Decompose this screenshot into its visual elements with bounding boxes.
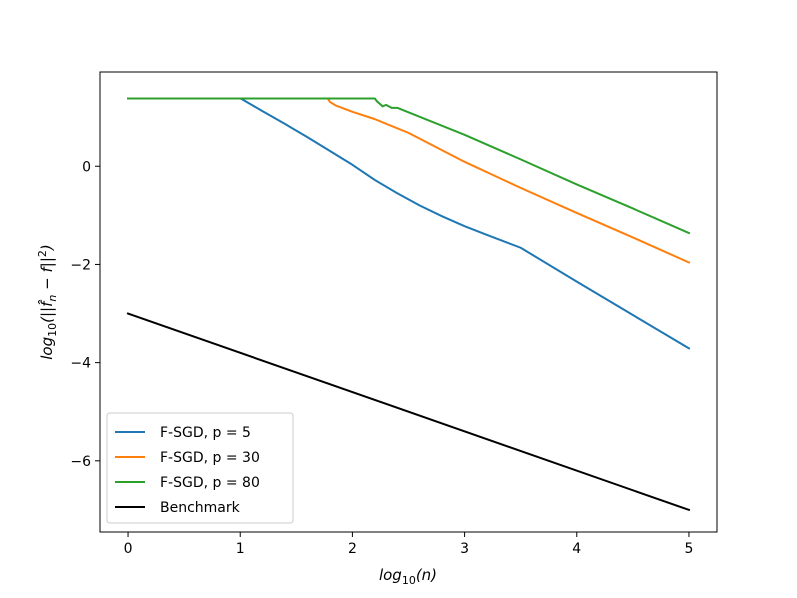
x-tick-label: 3 bbox=[460, 541, 469, 557]
y-tick-label: −4 bbox=[70, 356, 91, 372]
x-axis-label: log10(n) bbox=[379, 566, 437, 587]
x-axis-label-subscript: 10 bbox=[402, 574, 416, 587]
series-layer bbox=[126, 97, 691, 512]
series-line-p30 bbox=[127, 97, 691, 264]
legend-item-benchmark: Benchmark bbox=[115, 500, 241, 516]
legend: F-SGD, p = 5 F-SGD, p = 30 F-SGD, p = 80… bbox=[106, 412, 294, 524]
x-axis-label-arg: (n) bbox=[416, 566, 437, 584]
series-line-benchmark bbox=[126, 312, 691, 512]
y-tick-label: 0 bbox=[82, 159, 91, 175]
x-tick-label: 5 bbox=[684, 541, 693, 557]
x-tick-label: 4 bbox=[572, 541, 581, 557]
legend-label-p5: F-SGD, p = 5 bbox=[160, 425, 251, 441]
x-axis: 0 1 2 3 4 5 bbox=[124, 532, 693, 557]
legend-item-p5: F-SGD, p = 5 bbox=[115, 425, 251, 441]
y-tick-label: −6 bbox=[70, 454, 91, 470]
plot-frame bbox=[99, 71, 718, 533]
legend-box bbox=[106, 412, 294, 524]
x-tick-label: 0 bbox=[124, 541, 133, 557]
x-tick-label: 1 bbox=[236, 541, 245, 557]
y-axis: 0 −2 −4 −6 bbox=[70, 159, 100, 470]
legend-item-p30: F-SGD, p = 30 bbox=[115, 450, 260, 466]
legend-label-p30: F-SGD, p = 30 bbox=[160, 450, 260, 466]
x-tick-label: 2 bbox=[348, 541, 357, 557]
legend-label-benchmark: Benchmark bbox=[160, 500, 241, 516]
legend-label-p80: F-SGD, p = 80 bbox=[160, 475, 260, 491]
series-line-p80 bbox=[127, 97, 691, 235]
series-line-p5 bbox=[127, 97, 691, 350]
legend-item-p80: F-SGD, p = 80 bbox=[115, 475, 260, 491]
y-tick-label: −2 bbox=[70, 257, 91, 273]
y-axis-label: log10(||f̂n − f||2) bbox=[36, 244, 59, 359]
